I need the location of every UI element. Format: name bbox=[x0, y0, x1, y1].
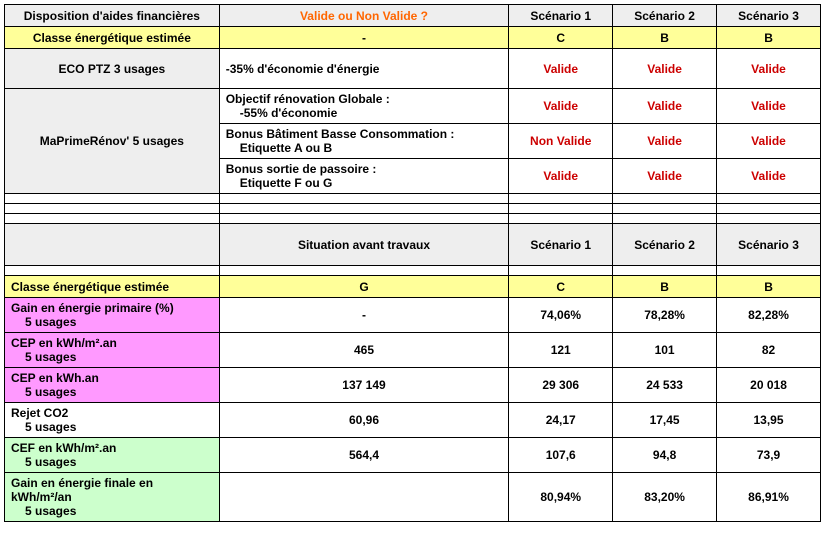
cep-m2-row: CEP en kWh/m².an 5 usages 465 121 101 82 bbox=[5, 333, 821, 368]
gain-primaire-sc1: 74,06% bbox=[509, 298, 613, 333]
gain-finale-crit bbox=[219, 473, 509, 522]
empty-row bbox=[5, 266, 821, 276]
eco-ptz-sc1: Valide bbox=[509, 49, 613, 89]
classe2-label: Classe énergétique estimée bbox=[5, 276, 220, 298]
cep-an-sc1: 29 306 bbox=[509, 368, 613, 403]
eco-ptz-sc3: Valide bbox=[717, 49, 821, 89]
mpr-r1-sc1: Valide bbox=[509, 89, 613, 124]
gain-finale-row: Gain en énergie finale en kWh/m²/an 5 us… bbox=[5, 473, 821, 522]
cef-m2-label: CEF en kWh/m².an 5 usages bbox=[5, 438, 220, 473]
empty-row bbox=[5, 214, 821, 224]
rejet-co2-sc2: 17,45 bbox=[613, 403, 717, 438]
hdr-col2: Valide ou Non Valide ? bbox=[219, 5, 509, 27]
mpr-r3-crit-l2: Etiquette F ou G bbox=[226, 176, 333, 190]
eco-ptz-sc2: Valide bbox=[613, 49, 717, 89]
gain-finale-sc3: 86,91% bbox=[717, 473, 821, 522]
rejet-co2-sc3: 13,95 bbox=[717, 403, 821, 438]
hdr-sc3: Scénario 3 bbox=[717, 5, 821, 27]
gain-finale-label: Gain en énergie finale en kWh/m²/an 5 us… bbox=[5, 473, 220, 522]
hdr-sc2: Scénario 2 bbox=[613, 5, 717, 27]
eco-ptz-label: ECO PTZ 3 usages bbox=[5, 49, 220, 89]
cep-m2-sc3: 82 bbox=[717, 333, 821, 368]
hdr2-sc2: Scénario 2 bbox=[613, 224, 717, 266]
mpr-r3-sc3: Valide bbox=[717, 159, 821, 194]
hdr2-col2: Situation avant travaux bbox=[219, 224, 509, 266]
classe1-crit: - bbox=[219, 27, 509, 49]
cep-m2-sc1: 121 bbox=[509, 333, 613, 368]
empty-row bbox=[5, 194, 821, 204]
gain-primaire-row: Gain en énergie primaire (%) 5 usages - … bbox=[5, 298, 821, 333]
cef-m2-crit: 564,4 bbox=[219, 438, 509, 473]
mpr-r1-sc2: Valide bbox=[613, 89, 717, 124]
rejet-co2-crit: 60,96 bbox=[219, 403, 509, 438]
header2-row: Situation avant travaux Scénario 1 Scéna… bbox=[5, 224, 821, 266]
hdr-col1: Disposition d'aides financières bbox=[5, 5, 220, 27]
hdr2-sc3: Scénario 3 bbox=[717, 224, 821, 266]
cep-an-row: CEP en kWh.an 5 usages 137 149 29 306 24… bbox=[5, 368, 821, 403]
cep-an-sc2: 24 533 bbox=[613, 368, 717, 403]
hdr2-col1 bbox=[5, 224, 220, 266]
classe-row-1: Classe énergétique estimée - C B B bbox=[5, 27, 821, 49]
mpr-r2-crit-l1: Bonus Bâtiment Basse Consommation : bbox=[226, 127, 455, 141]
mpr-label: MaPrimeRénov' 5 usages bbox=[5, 89, 220, 194]
cep-an-sc3: 20 018 bbox=[717, 368, 821, 403]
mpr-r2-sc2: Valide bbox=[613, 124, 717, 159]
cep-m2-sc2: 101 bbox=[613, 333, 717, 368]
mpr-r1-crit-l2: -55% d'économie bbox=[226, 106, 338, 120]
cef-m2-sc2: 94,8 bbox=[613, 438, 717, 473]
classe1-label: Classe énergétique estimée bbox=[5, 27, 220, 49]
classe-row-2: Classe énergétique estimée G C B B bbox=[5, 276, 821, 298]
gain-primaire-sc3: 82,28% bbox=[717, 298, 821, 333]
rejet-co2-row: Rejet CO2 5 usages 60,96 24,17 17,45 13,… bbox=[5, 403, 821, 438]
rejet-co2-sc1: 24,17 bbox=[509, 403, 613, 438]
mpr-r1-crit: Objectif rénovation Globale : -55% d'éco… bbox=[219, 89, 509, 124]
classe1-sc1: C bbox=[509, 27, 613, 49]
classe1-sc3: B bbox=[717, 27, 821, 49]
cep-m2-crit: 465 bbox=[219, 333, 509, 368]
classe2-sc1: C bbox=[509, 276, 613, 298]
hdr2-sc1: Scénario 1 bbox=[509, 224, 613, 266]
mpr-r2-sc1: Non Valide bbox=[509, 124, 613, 159]
mpr-r1-crit-l1: Objectif rénovation Globale : bbox=[226, 92, 390, 106]
eco-ptz-row: ECO PTZ 3 usages -35% d'économie d'énerg… bbox=[5, 49, 821, 89]
gain-primaire-crit: - bbox=[219, 298, 509, 333]
gain-primaire-label: Gain en énergie primaire (%) 5 usages bbox=[5, 298, 220, 333]
mpr-r2-crit-l2: Etiquette A ou B bbox=[226, 141, 332, 155]
classe1-sc2: B bbox=[613, 27, 717, 49]
rejet-co2-label: Rejet CO2 5 usages bbox=[5, 403, 220, 438]
hdr-sc1: Scénario 1 bbox=[509, 5, 613, 27]
mpr-r3-crit: Bonus sortie de passoire : Etiquette F o… bbox=[219, 159, 509, 194]
gain-finale-sc1: 80,94% bbox=[509, 473, 613, 522]
classe2-sc2: B bbox=[613, 276, 717, 298]
mpr-row1: MaPrimeRénov' 5 usages Objectif rénovati… bbox=[5, 89, 821, 124]
header-row: Disposition d'aides financières Valide o… bbox=[5, 5, 821, 27]
cef-m2-sc1: 107,6 bbox=[509, 438, 613, 473]
cef-m2-row: CEF en kWh/m².an 5 usages 564,4 107,6 94… bbox=[5, 438, 821, 473]
aides-table: Disposition d'aides financières Valide o… bbox=[4, 4, 821, 522]
classe2-crit: G bbox=[219, 276, 509, 298]
cep-an-label: CEP en kWh.an 5 usages bbox=[5, 368, 220, 403]
empty-row bbox=[5, 204, 821, 214]
classe2-sc3: B bbox=[717, 276, 821, 298]
gain-primaire-sc2: 78,28% bbox=[613, 298, 717, 333]
mpr-r3-sc1: Valide bbox=[509, 159, 613, 194]
cep-m2-label: CEP en kWh/m².an 5 usages bbox=[5, 333, 220, 368]
mpr-r3-sc2: Valide bbox=[613, 159, 717, 194]
cep-an-crit: 137 149 bbox=[219, 368, 509, 403]
mpr-r3-crit-l1: Bonus sortie de passoire : bbox=[226, 162, 377, 176]
mpr-r2-crit: Bonus Bâtiment Basse Consommation : Etiq… bbox=[219, 124, 509, 159]
gain-finale-sc2: 83,20% bbox=[613, 473, 717, 522]
mpr-r1-sc3: Valide bbox=[717, 89, 821, 124]
mpr-r2-sc3: Valide bbox=[717, 124, 821, 159]
eco-ptz-crit: -35% d'économie d'énergie bbox=[219, 49, 509, 89]
cef-m2-sc3: 73,9 bbox=[717, 438, 821, 473]
